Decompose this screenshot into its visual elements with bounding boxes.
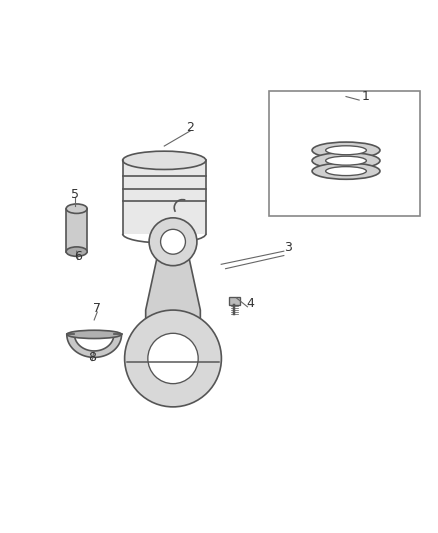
Circle shape: [149, 218, 197, 265]
Ellipse shape: [123, 151, 206, 169]
Text: 4: 4: [247, 297, 254, 310]
Ellipse shape: [312, 163, 380, 179]
Ellipse shape: [326, 167, 367, 175]
Text: 2: 2: [187, 120, 194, 134]
Text: 6: 6: [74, 250, 82, 263]
Polygon shape: [67, 334, 121, 358]
Ellipse shape: [66, 204, 87, 213]
Bar: [269, 91, 420, 216]
Circle shape: [125, 310, 222, 407]
Text: 8: 8: [88, 351, 96, 364]
Ellipse shape: [67, 330, 122, 338]
Text: 5: 5: [71, 188, 79, 201]
Circle shape: [148, 333, 198, 384]
Bar: [229, 297, 240, 305]
Ellipse shape: [326, 156, 367, 165]
Ellipse shape: [326, 146, 367, 155]
Ellipse shape: [312, 142, 380, 158]
Ellipse shape: [66, 247, 87, 256]
Text: 3: 3: [284, 241, 292, 254]
Bar: [66, 209, 87, 252]
Circle shape: [161, 229, 185, 254]
Text: 1: 1: [362, 91, 370, 103]
Ellipse shape: [312, 152, 380, 169]
Bar: [123, 160, 206, 234]
Polygon shape: [146, 242, 200, 350]
Text: 7: 7: [93, 303, 101, 316]
